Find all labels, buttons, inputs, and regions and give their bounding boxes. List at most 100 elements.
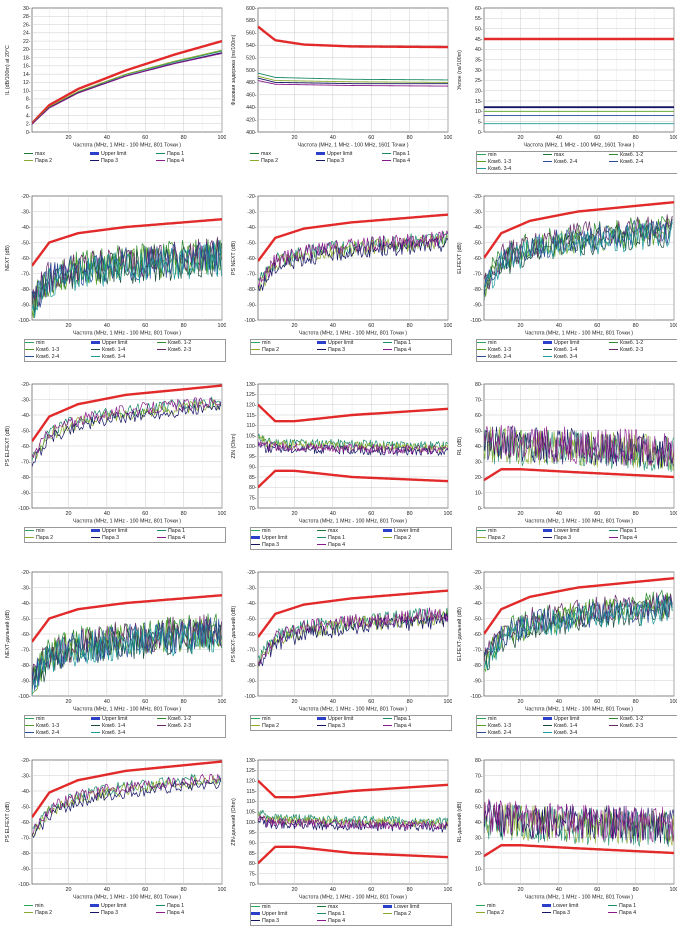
legend-swatch	[251, 529, 260, 532]
limit-Lower-limit	[258, 469, 448, 489]
series-4	[32, 397, 222, 458]
y-tick-label: 50-	[475, 804, 483, 810]
chart-svg-il: 30- 28- 26- 24- 22- 20- 18- 16- 14- 12- 10- 8- 6- 4- 2…	[5, 6, 226, 149]
legend-swatch	[25, 724, 34, 727]
legend-psnext_far: min Upper limit Пара 1 Пара 2 Пара 3 Пара 4	[250, 715, 452, 731]
legend-label: Комб. 3-4	[554, 354, 578, 360]
legend-label: Пара 2	[262, 723, 280, 729]
limit-Upper-limit	[258, 779, 448, 799]
legend-swatch	[543, 355, 552, 358]
x-axis-label: Частота (MHz, 1 MHz - 100 MHz, 1601 Точк…	[523, 143, 634, 149]
y-tick-label: -30-	[21, 397, 30, 403]
y-tick-label: -70-	[21, 271, 30, 277]
legend-label: Пара 1	[167, 151, 185, 157]
legend-item: Пара 1	[317, 535, 383, 542]
legend-label: Комб. 1-4	[102, 347, 126, 353]
x-tick-label: 40	[556, 323, 562, 329]
legend-label: Upper limit	[262, 535, 288, 541]
legend-label: Комб. 2-4	[36, 354, 60, 360]
y-tick-label: 120-	[246, 402, 257, 408]
chart-zin_far: 130- 125- 120- 115- 110- 105- 100- 95- 90- 85- 80-…	[226, 752, 452, 940]
legend-label: Пара 1	[394, 716, 412, 722]
y-tick-label: -70-	[473, 647, 482, 653]
legend-swatch	[157, 529, 166, 532]
legend-swatch	[476, 904, 485, 907]
y-tick-label: 80-	[475, 382, 483, 388]
legend-label: Комб. 2-4	[488, 354, 512, 360]
legend-item: min	[476, 903, 542, 910]
y-tick-label: -90-	[21, 490, 30, 496]
legend-label: Пара 1	[168, 528, 186, 534]
series-6	[32, 624, 222, 696]
legend-label: Комб. 1-3	[488, 347, 512, 353]
legend-item: Lower limit	[542, 903, 608, 910]
legend-label: Комб. 1-3	[36, 347, 60, 353]
y-tick-label: 0-	[478, 882, 483, 888]
legend-swatch	[24, 152, 33, 155]
chart-pselfext: -20- -30- -40- -50- -60- -70- -80- -90- -100- 20 4…	[0, 376, 226, 564]
legend-zin_far: min max Lower limit Upper limit Пара 1 Пара 2…	[250, 903, 452, 926]
legend-swatch	[383, 724, 392, 727]
y-tick-label: -70-	[473, 271, 482, 277]
series-pair-2	[258, 435, 448, 453]
legend-swatch	[543, 536, 552, 539]
x-tick-label: 60	[594, 699, 600, 705]
legend-item: Пара 4	[156, 910, 222, 917]
y-tick-label: -20-	[21, 570, 30, 576]
x-tick-label: 20	[291, 511, 297, 517]
legend-item: Комб. 1-4	[543, 723, 609, 730]
legend-label: min	[36, 340, 45, 346]
legend-label: Комб. 1-3	[36, 723, 60, 729]
legend-swatch	[251, 911, 260, 916]
series-pair-2	[258, 811, 448, 829]
legend-next_far: min Upper limit Комб. 1-2 Комб. 1-3 Комб. 1-…	[24, 715, 226, 738]
chart-skew: 60- 55- 50- 45- 40- 35- 30- 25- 20- 15- 10- 5- 0- 20 4…	[452, 0, 677, 188]
x-axis-label: Частота (MHz, 1 MHz - 100 MHz, 801 Точки…	[525, 519, 633, 525]
legend-label: max	[554, 152, 565, 158]
y-tick-label: -70-	[247, 647, 256, 653]
chart-svg-rl_far: 80- 70- 60- 50- 40- 30- 20- 10- 0- 20 40 60 80 100 Час…	[456, 758, 677, 901]
y-tick-label: -30-	[21, 209, 30, 215]
y-tick-label: 6-	[26, 105, 31, 111]
y-tick-label: 120-	[246, 778, 257, 784]
chart-il: 30- 28- 26- 24- 22- 20- 18- 16- 14- 12- 10- 8- 6- 4- 2…	[0, 0, 226, 188]
legend-item: Пара 4	[382, 158, 448, 165]
y-tick-label: 20-	[475, 88, 483, 94]
y-tick-label: 400-	[246, 130, 257, 136]
y-axis-label: Уклон (ns/100m)	[457, 50, 463, 90]
legend-item: max	[317, 528, 383, 535]
legend-swatch	[477, 348, 486, 351]
y-tick-label: 540-	[246, 43, 257, 49]
y-tick-label: 35-	[475, 57, 483, 63]
legend-zin: min max Lower limit Upper limit Пара 1 Пара 2…	[250, 527, 452, 550]
legend-item: Комб. 1-2	[157, 340, 223, 347]
y-tick-label: 110-	[247, 423, 257, 429]
legend-label: Upper limit	[102, 528, 128, 534]
x-tick-label: 100	[670, 323, 677, 329]
legend-item: Upper limit	[90, 903, 156, 910]
legend-label: Комб. 1-3	[488, 159, 512, 165]
legend-item: Комб. 1-2	[609, 152, 675, 159]
legend-swatch	[90, 911, 99, 914]
legend-rl: min Lower limit Пара 1 Пара 2 Пара 3 Пара 4	[476, 527, 677, 543]
legend-item: Пара 1	[382, 151, 448, 158]
y-tick-label: 0-	[478, 506, 483, 512]
y-tick-label: -20-	[473, 570, 482, 576]
x-tick-label: 40	[330, 511, 336, 517]
x-tick-label: 100	[218, 323, 227, 329]
legend-item: Пара 1	[608, 903, 674, 910]
limit-upper	[484, 577, 674, 635]
y-tick-label: -90-	[473, 302, 482, 308]
chart-psnext: -20- -30- -40- -50- -60- -70- -80- -90- -100- 20 4…	[226, 188, 452, 376]
y-tick-label: 115-	[247, 789, 257, 795]
x-tick-label: 100	[670, 887, 677, 893]
legend-label: Lower limit	[394, 904, 420, 910]
y-tick-label: 18-	[23, 55, 31, 61]
legend-item: min	[477, 152, 543, 159]
x-tick-label: 20	[65, 323, 71, 329]
legend-psnext: min Upper limit Пара 1 Пара 2 Пара 3 Пара 4	[250, 339, 452, 355]
limit-upper	[32, 384, 222, 443]
chart-delay: 600- 580- 560- 540- 520- 500- 480- 460- 440- 420-…	[226, 0, 452, 188]
y-tick-label: -80-	[247, 663, 256, 669]
legend-swatch	[477, 160, 486, 163]
